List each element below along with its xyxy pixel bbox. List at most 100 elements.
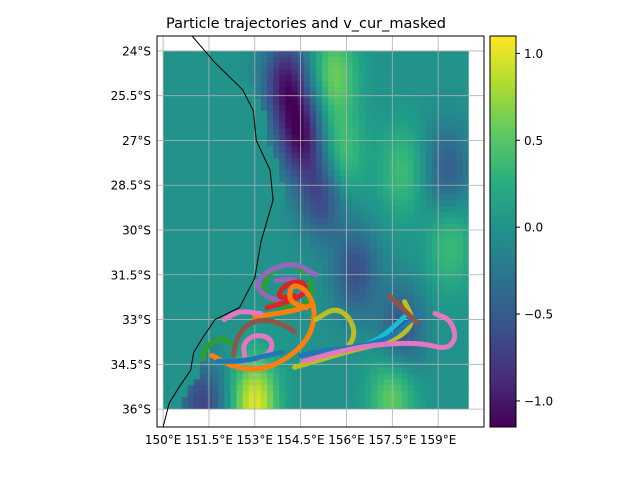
heatmap-cell (242, 188, 250, 195)
heatmap-cell (407, 301, 415, 309)
particle-trajectory (215, 349, 285, 364)
heatmap-cell (260, 397, 268, 404)
heatmap-cell (242, 277, 250, 285)
heatmap-cell (450, 50, 458, 58)
heatmap-cell (401, 295, 409, 303)
heatmap-cell (444, 325, 451, 333)
heatmap-cell (248, 265, 256, 273)
heatmap-cell (279, 247, 286, 255)
heatmap-cell (279, 104, 286, 112)
heatmap-cell (248, 235, 256, 243)
heatmap-cell (419, 235, 427, 243)
heatmap-cell (425, 247, 433, 255)
heatmap-cell (260, 200, 268, 207)
heatmap-cell (181, 128, 189, 136)
heatmap-cell (260, 116, 268, 124)
particle-trajectory (252, 302, 316, 320)
heatmap-cell (303, 176, 311, 183)
heatmap-cell (315, 379, 323, 386)
heatmap-cell (242, 56, 250, 64)
heatmap-cell (291, 164, 299, 171)
heatmap-cell (163, 230, 170, 237)
heatmap-cell (401, 206, 409, 213)
heatmap-cell (242, 235, 250, 243)
heatmap-cell (401, 355, 409, 362)
heatmap-cell (456, 86, 464, 94)
heatmap-cell (419, 218, 427, 225)
heatmap-cell (267, 247, 274, 255)
heatmap-cell (285, 397, 293, 404)
heatmap-cell (163, 74, 170, 82)
heatmap-cell (315, 218, 323, 225)
heatmap-cell (285, 194, 293, 201)
heatmap-cell (169, 128, 176, 136)
heatmap-cell (291, 373, 299, 380)
heatmap-cell (169, 403, 176, 410)
heatmap-cell (419, 319, 427, 327)
heatmap-cell (291, 391, 299, 398)
heatmap-cell (181, 146, 189, 154)
heatmap-cell (230, 331, 238, 339)
heatmap-cell (218, 247, 225, 255)
heatmap-cell (413, 98, 421, 106)
heatmap-cell (413, 385, 421, 392)
heatmap-cell (181, 397, 189, 404)
heatmap-cell (291, 253, 299, 261)
heatmap-cell (303, 206, 311, 213)
heatmap-cell (444, 301, 451, 309)
heatmap-cell (444, 289, 451, 297)
heatmap-cell (450, 206, 458, 213)
heatmap-cell (352, 206, 360, 213)
heatmap-cell (224, 212, 231, 219)
heatmap-cell (230, 373, 238, 380)
heatmap-cell (181, 104, 189, 112)
heatmap-cell (377, 212, 384, 219)
heatmap-cell (407, 56, 415, 64)
heatmap-cell (254, 194, 262, 201)
heatmap-cell (163, 206, 170, 213)
heatmap-cell (352, 74, 360, 82)
heatmap-cell (444, 397, 451, 404)
heatmap-cell (273, 283, 280, 291)
heatmap-cell (438, 367, 445, 374)
heatmap-cell (291, 212, 299, 219)
heatmap-cell (401, 122, 409, 130)
heatmap-cell (352, 218, 360, 225)
heatmap-cell (181, 200, 189, 207)
heatmap-cell (175, 74, 183, 82)
heatmap-cell (364, 331, 372, 339)
heatmap-cell (401, 230, 409, 237)
heatmap-cell (273, 379, 280, 386)
heatmap-cell (230, 295, 238, 303)
heatmap-cell (322, 224, 329, 231)
heatmap-cell (407, 128, 415, 136)
heatmap-cell (212, 235, 219, 243)
heatmap-cell (450, 110, 458, 118)
heatmap-cell (334, 295, 341, 303)
heatmap-cell (456, 188, 464, 195)
heatmap-cell (199, 373, 207, 380)
heatmap-cell (212, 373, 219, 380)
heatmap-cell (370, 194, 378, 201)
heatmap-cell (303, 319, 311, 327)
heatmap-cell (358, 122, 366, 130)
heatmap-cell (413, 367, 421, 374)
heatmap-cell (462, 277, 469, 285)
heatmap-cell (358, 152, 366, 159)
heatmap-cell (199, 122, 207, 130)
heatmap-cell (224, 50, 231, 58)
heatmap-cell (248, 128, 256, 136)
heatmap-cell (230, 265, 238, 273)
heatmap-cell (364, 295, 372, 303)
heatmap-cell (181, 403, 189, 410)
heatmap-cell (254, 74, 262, 82)
heatmap-cell (456, 403, 464, 410)
heatmap-cell (462, 122, 469, 130)
heatmap-cell (322, 373, 329, 380)
heatmap-cell (260, 134, 268, 142)
heatmap-cell (224, 200, 231, 207)
heatmap-cell (236, 247, 244, 255)
heatmap-cell (395, 343, 403, 350)
heatmap-cell (352, 194, 360, 201)
heatmap-cell (444, 104, 451, 112)
